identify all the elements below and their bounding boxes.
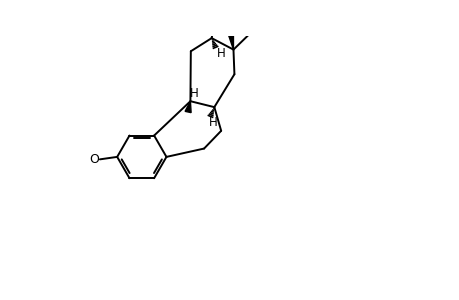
Text: H: H — [208, 116, 217, 129]
Text: H: H — [216, 47, 225, 60]
Polygon shape — [185, 101, 190, 112]
Polygon shape — [251, 8, 263, 32]
Text: O: O — [90, 153, 99, 166]
Text: H: H — [190, 87, 198, 100]
Polygon shape — [225, 26, 233, 50]
